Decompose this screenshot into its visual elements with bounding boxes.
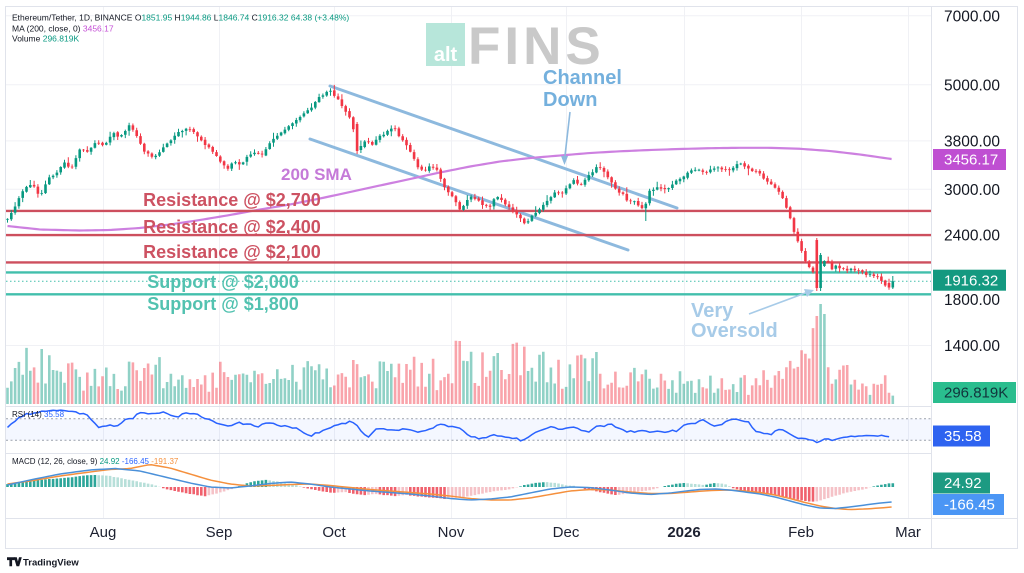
svg-text:Dec: Dec: [553, 524, 580, 541]
svg-text:Ethereum/Tether, 1D, BINANCE O: Ethereum/Tether, 1D, BINANCE O1851.95 H1…: [12, 13, 349, 23]
svg-text:2026: 2026: [667, 524, 700, 541]
svg-text:alt: alt: [434, 44, 458, 66]
svg-text:296.819K: 296.819K: [944, 385, 1008, 402]
svg-text:1800.00: 1800.00: [944, 292, 1000, 309]
svg-text:Oct: Oct: [322, 524, 346, 541]
svg-text:35.58: 35.58: [944, 428, 982, 445]
svg-text:MA (200, close, 0) 3456.17: MA (200, close, 0) 3456.17: [12, 24, 114, 34]
svg-text:RSI (14) 35.58: RSI (14) 35.58: [12, 410, 65, 419]
svg-text:Feb: Feb: [788, 524, 814, 541]
svg-text:Support @ $1,800: Support @ $1,800: [147, 294, 299, 314]
svg-text:3800.00: 3800.00: [944, 134, 1000, 151]
svg-text:200 SMA: 200 SMA: [281, 165, 352, 184]
svg-text:Nov: Nov: [438, 524, 465, 541]
svg-text:1916.32: 1916.32: [944, 272, 998, 289]
svg-text:24.92: 24.92: [944, 475, 982, 492]
svg-text:Sep: Sep: [206, 524, 233, 541]
svg-text:Resistance @ $2,100: Resistance @ $2,100: [143, 242, 321, 262]
svg-text:3000.00: 3000.00: [944, 182, 1000, 199]
svg-text:7000.00: 7000.00: [944, 8, 1000, 25]
svg-text:FINS: FINS: [468, 17, 605, 76]
svg-text:3456.17: 3456.17: [944, 152, 998, 169]
svg-text:Mar: Mar: [895, 524, 921, 541]
svg-text:TradingView: TradingView: [23, 558, 79, 569]
svg-text:2400.00: 2400.00: [944, 228, 1000, 245]
svg-text:5000.00: 5000.00: [944, 77, 1000, 94]
svg-text:Oversold: Oversold: [691, 320, 778, 342]
svg-text:Down: Down: [543, 89, 597, 111]
svg-text:-166.45: -166.45: [944, 497, 995, 514]
svg-text:Channel: Channel: [543, 67, 622, 89]
svg-text:MACD (12, 26, close, 9) 24.92: MACD (12, 26, close, 9) 24.92 -166.45 -1…: [12, 457, 179, 466]
svg-text:Volume 296.819K: Volume 296.819K: [12, 34, 79, 44]
svg-text:1400.00: 1400.00: [944, 338, 1000, 355]
svg-text:Resistance @ $2,700: Resistance @ $2,700: [143, 190, 321, 210]
svg-text:Support @ $2,000: Support @ $2,000: [147, 272, 299, 292]
svg-text:Resistance @ $2,400: Resistance @ $2,400: [143, 217, 321, 237]
svg-text:Very: Very: [691, 300, 734, 322]
svg-text:Aug: Aug: [90, 524, 117, 541]
